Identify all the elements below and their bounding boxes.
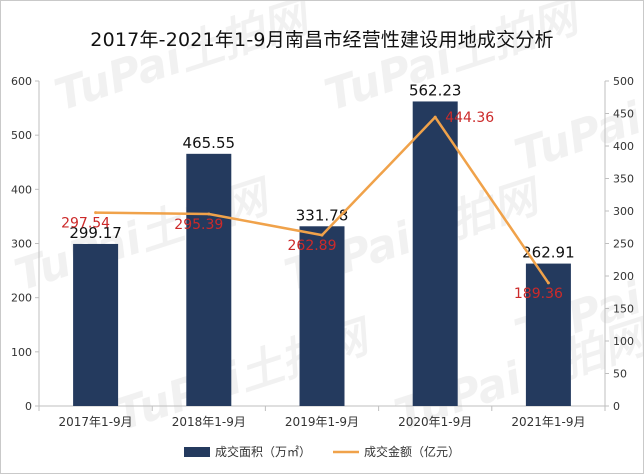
x-axis-category-label: 2018年1-9月 — [172, 415, 246, 429]
right-axis-tick-label: 200 — [613, 270, 634, 283]
line-point — [546, 281, 550, 285]
x-axis-category-label: 2017年1-9月 — [59, 415, 133, 429]
legend-label-bar: 成交面积（万㎡） — [215, 444, 311, 459]
right-axis-tick-label: 400 — [613, 140, 634, 153]
left-axis-tick-label: 0 — [25, 400, 32, 413]
right-axis-tick-label: 450 — [613, 108, 634, 121]
bar — [73, 243, 119, 406]
watermark-text: TuPai土拍网 — [49, 1, 320, 121]
right-axis-tick-label: 100 — [613, 335, 634, 348]
right-axis-tick-label: 150 — [613, 303, 634, 316]
line-point — [207, 212, 211, 216]
line-value-label: 295.39 — [174, 217, 223, 233]
right-axis-tick-label: 300 — [613, 205, 634, 218]
bar — [186, 153, 232, 406]
right-axis-tick-label: 0 — [613, 400, 620, 413]
right-axis-tick-label: 50 — [613, 368, 627, 381]
x-axis-category-label: 2020年1-9月 — [398, 415, 472, 429]
right-axis-tick-label: 500 — [613, 75, 634, 88]
legend-swatch-bar — [184, 447, 210, 457]
bar-value-label: 262.91 — [522, 244, 575, 262]
bar — [299, 226, 345, 406]
line-value-label: 262.89 — [288, 238, 337, 254]
line-value-label: 444.36 — [445, 110, 494, 126]
bar — [412, 101, 458, 407]
bar-value-label: 299.17 — [69, 224, 122, 242]
line-point — [94, 211, 98, 215]
left-axis-tick-label: 200 — [11, 292, 32, 305]
left-axis-tick-label: 400 — [11, 183, 32, 196]
line-point — [320, 233, 324, 237]
bar — [525, 263, 571, 406]
bar-value-label: 562.23 — [409, 81, 462, 99]
bar-value-label: 465.55 — [183, 134, 236, 152]
chart-title: 2017年-2021年1-9月南昌市经营性建设用地成交分析 — [90, 29, 554, 51]
right-axis-tick-label: 250 — [613, 238, 634, 251]
line-point — [433, 115, 437, 119]
right-axis-tick-label: 350 — [613, 173, 634, 186]
line-value-label: 189.36 — [514, 286, 563, 302]
watermark-text: TuPai土拍网 — [9, 170, 280, 301]
left-axis-tick-label: 500 — [11, 129, 32, 142]
left-axis-tick-label: 300 — [11, 238, 32, 251]
left-axis-tick-label: 100 — [11, 346, 32, 359]
legend-label-line: 成交金额（亿元） — [364, 444, 460, 459]
x-axis-category-label: 2021年1-9月 — [511, 415, 585, 429]
left-axis-tick-label: 600 — [11, 75, 32, 88]
line-value-label: 297.54 — [61, 216, 110, 232]
x-axis-category-label: 2019年1-9月 — [285, 415, 359, 429]
